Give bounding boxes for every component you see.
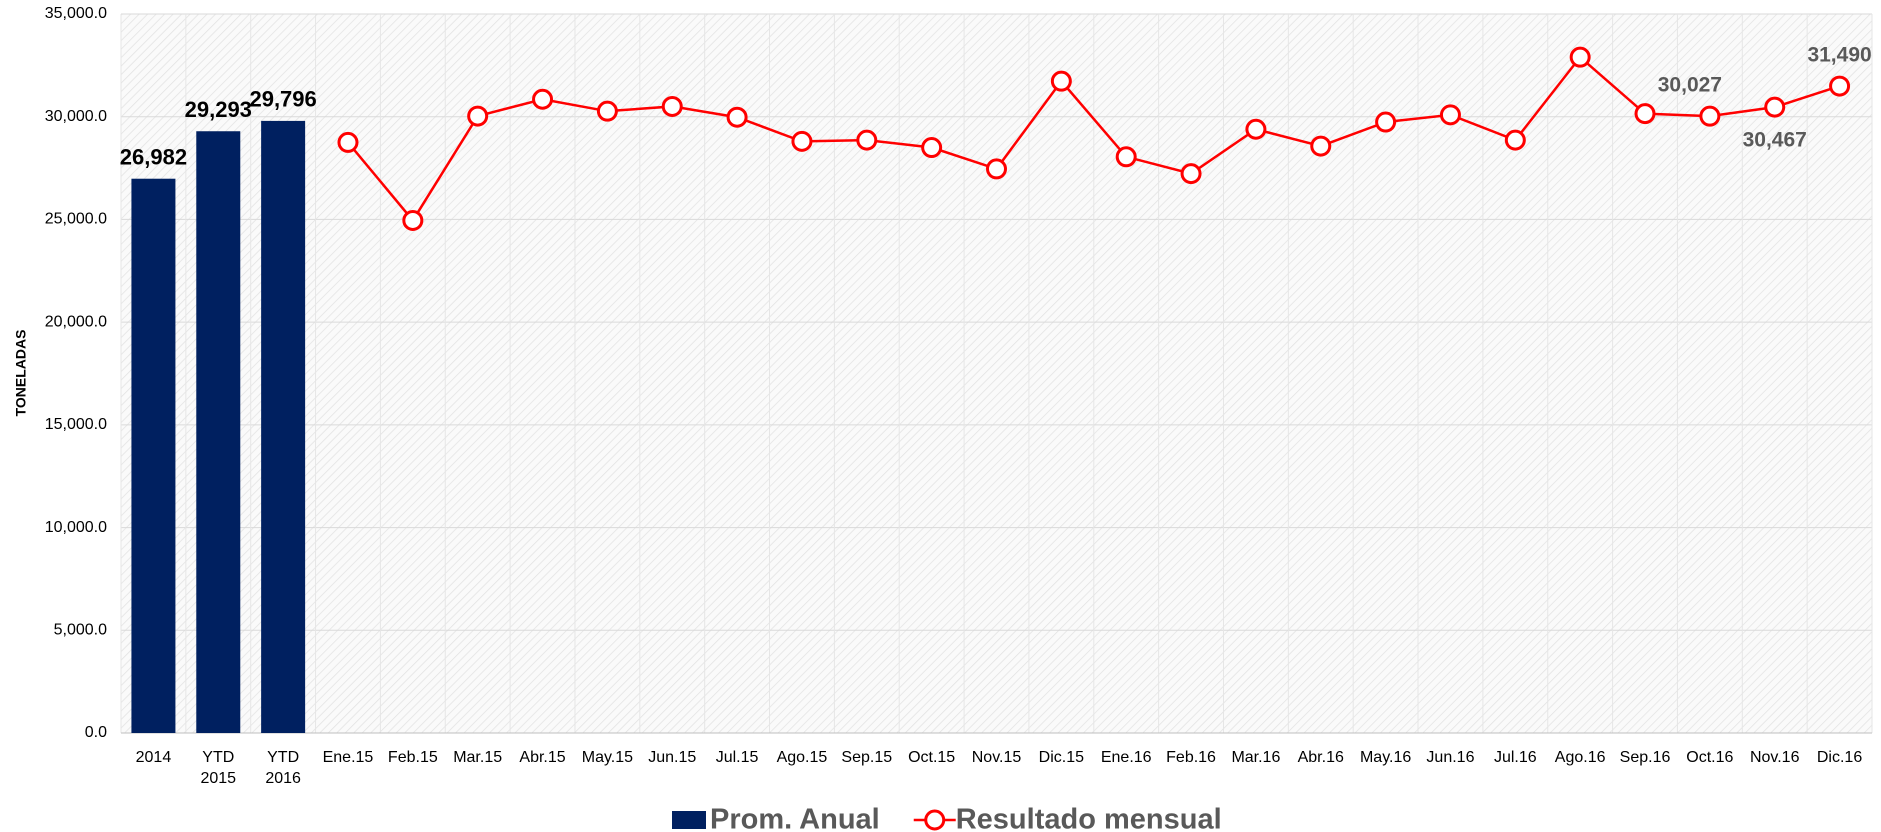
line-marker: [1569, 46, 1591, 68]
y-tick-label: 0.0: [85, 724, 107, 741]
x-tick-label: Nov.15: [971, 749, 1022, 766]
x-tick-label: Oct.16: [1686, 749, 1734, 766]
x-tick-label: Jun.15: [648, 749, 697, 766]
x-tick-label: Sep.16: [1619, 749, 1671, 766]
line-marker: [1115, 146, 1137, 168]
line-marker: [402, 209, 424, 231]
x-tick-label: Ago.16: [1554, 749, 1606, 766]
bar: [196, 131, 241, 733]
line-marker: [1245, 118, 1267, 140]
line-marker: [1375, 111, 1397, 133]
y-tick-label: 20,000.0: [45, 313, 107, 330]
legend-label: Resultado mensual: [956, 804, 1222, 832]
x-tick-label: Dic.15: [1038, 749, 1085, 766]
x-tick-label: Mar.16: [1231, 749, 1281, 766]
data-label: 29,796: [249, 87, 316, 112]
line-marker: [1504, 129, 1526, 151]
line-marker: [856, 129, 878, 151]
x-tick-label: May.16: [1359, 749, 1412, 766]
x-tick-label: YTD 2016: [265, 749, 301, 787]
x-tick-label: Ene.15: [322, 749, 374, 766]
y-tick-label: 25,000.0: [45, 211, 107, 228]
y-tick-label: 30,000.0: [45, 108, 107, 125]
line-marker: [986, 158, 1007, 180]
plot-background: [121, 14, 1872, 733]
x-tick-label: Dic.16: [1816, 749, 1863, 766]
x-tick-label: Feb.15: [387, 749, 438, 766]
x-tick-label: Jul.15: [715, 749, 759, 766]
line-marker: [791, 130, 813, 152]
line-marker: [921, 137, 943, 159]
y-tick-label: 5,000.0: [54, 622, 107, 639]
line-marker: [1764, 96, 1786, 118]
legend-swatch: [924, 809, 946, 831]
x-tick-label: Oct.15: [908, 749, 956, 766]
x-tick-label: 2014: [135, 749, 172, 766]
data-label: 26,982: [120, 145, 187, 170]
line-marker: [1310, 135, 1332, 157]
x-tick-label: Feb.16: [1166, 749, 1216, 766]
line-marker: [532, 88, 554, 110]
line-marker: [1050, 70, 1072, 92]
x-tick-label: Ago.15: [776, 749, 828, 766]
line-marker: [337, 131, 359, 153]
data-label: 30,027: [1658, 74, 1722, 97]
y-tick-label: 10,000.0: [45, 519, 107, 536]
x-tick-label: Jun.16: [1426, 749, 1475, 766]
x-tick-label: Sep.15: [841, 749, 893, 766]
line-marker: [1634, 103, 1656, 125]
y-tick-label: 35,000.0: [45, 5, 107, 22]
line-marker: [1829, 75, 1851, 97]
line-marker: [1699, 105, 1721, 127]
x-tick-label: YTD 2015: [200, 749, 237, 787]
line-marker: [467, 105, 489, 127]
y-tick-label: 15,000.0: [45, 416, 107, 433]
x-tick-label: Abr.16: [1297, 749, 1344, 766]
data-label: 29,293: [185, 97, 252, 122]
line-marker: [1180, 163, 1202, 185]
x-tick-label: May.15: [581, 749, 634, 766]
legend-label: Prom. Anual: [710, 804, 880, 832]
data-label: 31,490: [1807, 44, 1871, 67]
line: [347, 55, 1840, 223]
x-tick-label: Nov.16: [1749, 749, 1800, 766]
x-tick-label: Ene.16: [1100, 749, 1152, 766]
y-axis-title: TONELADAS: [13, 330, 29, 417]
line-marker: [596, 100, 618, 122]
x-tick-label: Mar.15: [453, 749, 503, 766]
line-marker: [661, 95, 683, 117]
x-tick-label: Abr.15: [519, 749, 566, 766]
bar: [261, 120, 306, 733]
legend-swatch: [672, 811, 706, 829]
data-label: 30,467: [1743, 129, 1807, 152]
line-marker: [1439, 104, 1461, 126]
x-tick-label: Jul.16: [1493, 749, 1537, 766]
bar: [131, 178, 176, 733]
line-marker: [726, 106, 748, 128]
